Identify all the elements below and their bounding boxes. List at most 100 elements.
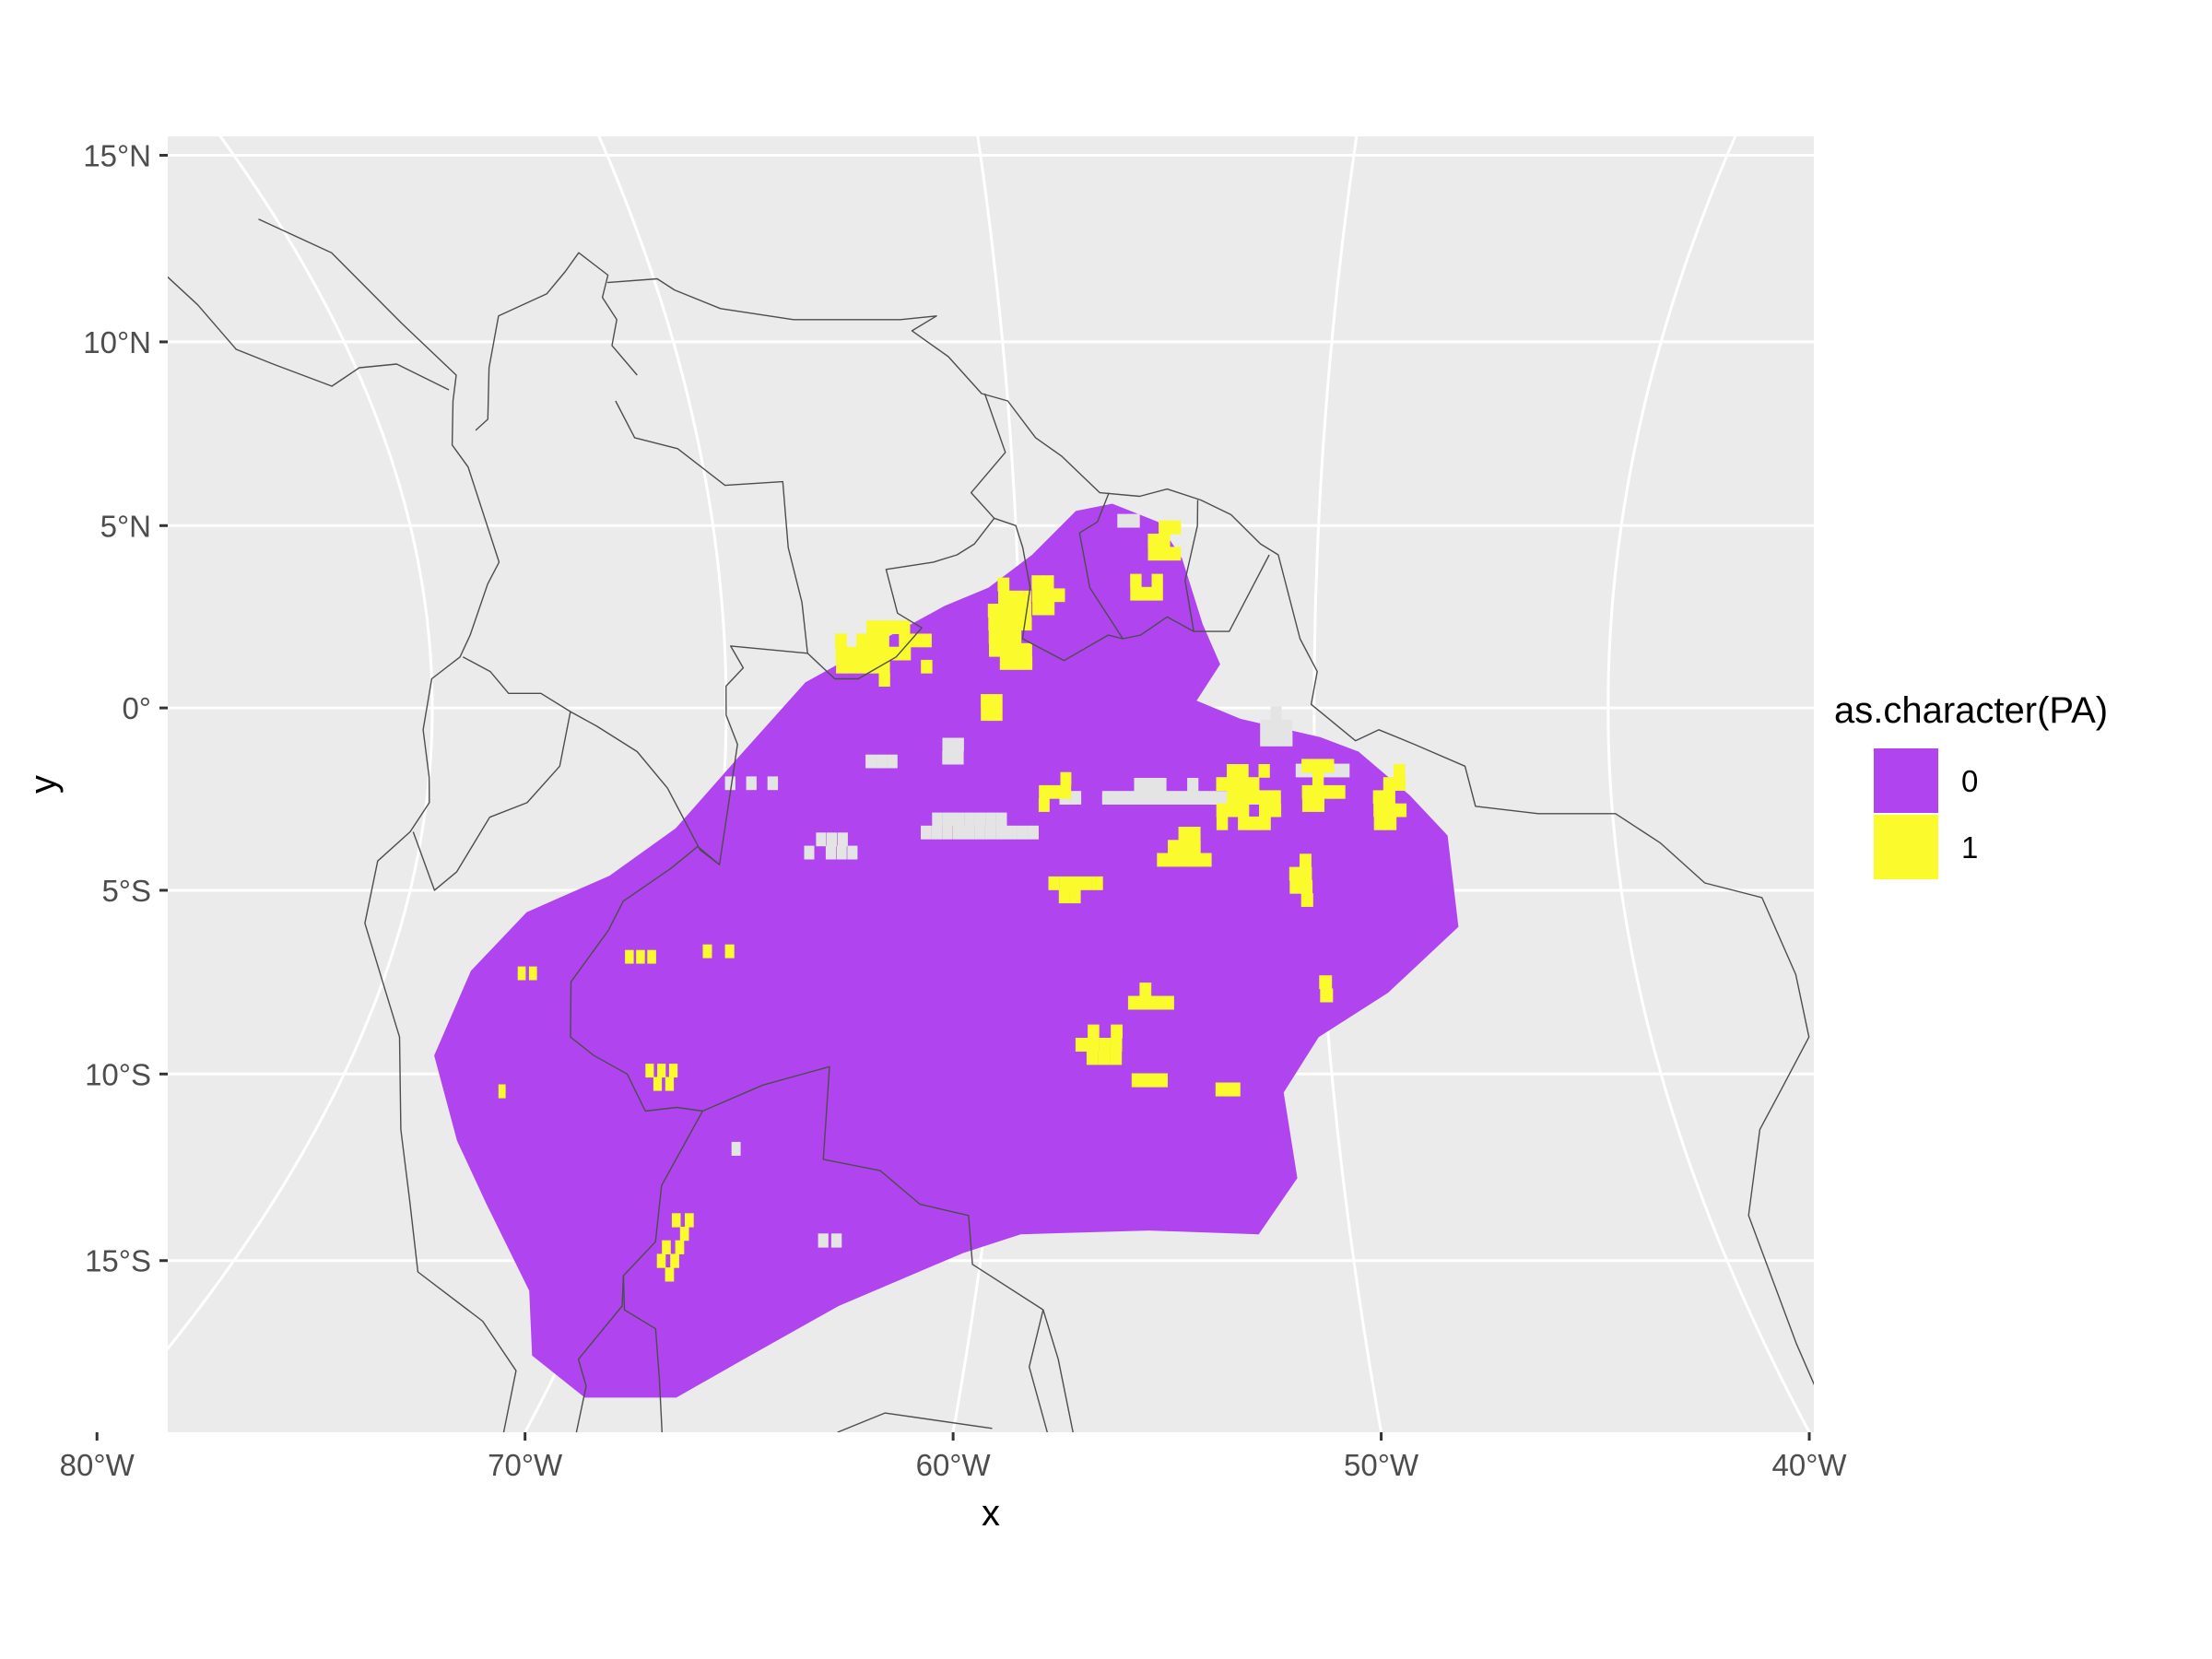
- no-data-patch-cell: [1208, 791, 1220, 805]
- presence-patch-5: [981, 694, 1003, 722]
- presence-patch-cell: [1301, 784, 1314, 799]
- presence-patch-cell: [1383, 803, 1396, 818]
- presence-patch-cell: [1070, 876, 1081, 890]
- presence-patch-cell: [1110, 1051, 1123, 1065]
- presence-patch-cell: [1216, 816, 1229, 830]
- no-data-patch-cell: [876, 754, 888, 769]
- no-data-patch-cell: [1155, 791, 1167, 805]
- presence-patch-cell: [671, 1213, 681, 1228]
- presence-patch-cell: [665, 1267, 675, 1282]
- no-data-patch-cell: [1006, 825, 1018, 840]
- no-data-patch-cell: [825, 845, 836, 860]
- country-border-0: [258, 218, 517, 1432]
- no-data-patch-cell: [1134, 791, 1146, 805]
- y-tick-label-1: 10°N: [83, 325, 151, 359]
- presence-patch-cell: [888, 620, 900, 634]
- no-data-patch-cell: [1270, 733, 1282, 747]
- country-borders: [168, 218, 1814, 1432]
- presence-patch-cell: [989, 642, 1001, 657]
- no-data-patch-cell: [1166, 791, 1178, 805]
- no-data-patch-cell: [963, 825, 975, 840]
- presence-patch-cell: [877, 620, 889, 634]
- presence-patch-7: [1301, 759, 1346, 812]
- presence-patch-cell: [1155, 1073, 1168, 1088]
- presence-patch-cell: [1170, 520, 1182, 535]
- presence-patch-17: [1075, 1024, 1123, 1065]
- presence-patch-cell: [1269, 803, 1282, 818]
- presence-patch-cell: [835, 646, 848, 661]
- country-border-13: [1042, 1309, 1074, 1432]
- presence-patch-cell: [1215, 1082, 1229, 1097]
- no-data-patch-cell: [1017, 825, 1029, 840]
- presence-patch-cell: [1216, 777, 1228, 791]
- x-tick-label-4: 40°W: [1772, 1448, 1848, 1482]
- presence-patch-cell: [1020, 617, 1032, 631]
- presence-patch-cell: [1131, 1073, 1145, 1088]
- presence-patch-cell: [857, 659, 869, 674]
- legend-title: as.character(PA): [1834, 690, 2108, 731]
- y-tick-label-6: 15°S: [85, 1244, 151, 1278]
- no-data-patch-cell: [836, 845, 847, 860]
- presence-patch-cell: [1127, 995, 1140, 1010]
- presence-patch-cell: [528, 966, 537, 981]
- presence-patch-14: [702, 944, 735, 959]
- presence-patch-cell: [856, 646, 869, 661]
- presence-patch-cell: [670, 1253, 679, 1268]
- presence-patch-cell: [981, 707, 993, 722]
- no-data-patch-cell: [1260, 733, 1272, 747]
- presence-patch-cell: [1334, 784, 1346, 799]
- country-border-11: [1184, 500, 1199, 632]
- y-tick-label-2: 5°N: [100, 509, 151, 543]
- presence-patch-cell: [1289, 879, 1302, 894]
- presence-patch-cell: [1227, 1082, 1241, 1097]
- presence-patch-cell: [647, 949, 656, 964]
- presence-patch-cell: [1319, 975, 1333, 990]
- no-data-patch-cell: [887, 754, 898, 769]
- presence-patch-cell: [999, 642, 1011, 657]
- presence-patch-cell: [498, 1084, 506, 1099]
- no-data-patch-cell: [932, 812, 943, 827]
- presence-patch-cell: [1237, 764, 1249, 778]
- no-data-patch-cell: [1270, 719, 1282, 734]
- no-data-patch-cell: [974, 812, 986, 827]
- no-data-patch-cell: [818, 1233, 829, 1248]
- presence-patch-cell: [998, 604, 1010, 618]
- y-tick-label-0: 15°N: [83, 138, 151, 172]
- presence-patch-cell: [645, 1064, 654, 1078]
- presence-patch-cell: [724, 944, 735, 959]
- presence-patch-cell: [1248, 777, 1260, 791]
- legend-label-1: 1: [1961, 830, 1978, 865]
- no-data-patch-cell: [731, 1141, 741, 1156]
- presence-patch-cell: [1323, 784, 1335, 799]
- presence-patch-cell: [998, 590, 1010, 605]
- presence-patch-cell: [835, 633, 847, 648]
- no-data-patch-cell: [1337, 763, 1350, 778]
- country-border-12: [806, 517, 995, 680]
- presence-patch-cell: [1248, 790, 1260, 805]
- presence-patch-cell: [1312, 784, 1324, 799]
- presence-patch-cell: [1087, 1038, 1100, 1052]
- presence-patch-cell: [1384, 816, 1397, 830]
- no-data-patch-10: [731, 1141, 741, 1156]
- study-region-raster: [434, 503, 1459, 1398]
- presence-patch-cell: [1178, 853, 1191, 867]
- y-tick-label-4: 5°S: [101, 874, 151, 908]
- no-data-patch-cell: [942, 812, 954, 827]
- presence-patch-cell: [1394, 764, 1406, 778]
- no-data-patch-cell: [1070, 791, 1082, 805]
- presence-patch-cell: [1300, 893, 1313, 907]
- no-data-patch-cell: [995, 812, 1007, 827]
- presence-patch-cell: [1373, 816, 1386, 830]
- no-data-patch-cell: [942, 825, 953, 840]
- presence-patch-cell: [867, 646, 879, 661]
- presence-patch-cell: [1383, 790, 1395, 805]
- presence-patch-cell: [1009, 617, 1021, 631]
- presence-patch-cell: [1382, 777, 1395, 791]
- presence-patch-cell: [662, 1240, 671, 1254]
- presence-patch-cell: [1049, 784, 1061, 799]
- presence-patch-cell: [1168, 840, 1180, 854]
- no-data-patch-cell: [1187, 791, 1199, 805]
- presence-patch-cell: [1312, 771, 1324, 786]
- no-data-patch-cell: [931, 825, 943, 840]
